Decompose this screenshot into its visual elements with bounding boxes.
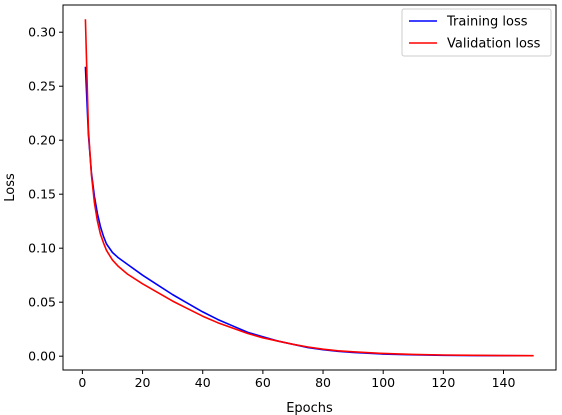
y-axis-title: Loss: [3, 173, 18, 202]
x-tick-label: 0: [78, 375, 86, 390]
y-tick-label: 0.00: [28, 349, 56, 364]
y-tick-label: 0.20: [28, 133, 56, 148]
x-tick-label: 140: [492, 375, 516, 390]
x-tick-label: 60: [255, 375, 271, 390]
x-tick-label: 80: [315, 375, 331, 390]
y-tick-label: 0.05: [28, 295, 56, 310]
x-axis-ticks: 0 20 40 60 80 100 120 140: [78, 370, 515, 390]
series-lines: [84, 19, 534, 357]
legend: Training loss Validation loss: [401, 8, 552, 57]
x-tick-label: 100: [371, 375, 395, 390]
y-tick-label: 0.25: [28, 79, 56, 94]
x-tick-label: 40: [195, 375, 211, 390]
training-loss-line: [84, 66, 534, 357]
legend-label-training: Training loss: [446, 15, 528, 30]
x-axis-title: Epochs: [286, 401, 333, 415]
y-tick-label: 0.30: [28, 25, 56, 40]
legend-box: [401, 8, 552, 57]
y-tick-label: 0.15: [28, 187, 56, 202]
x-tick-label: 120: [431, 375, 455, 390]
y-tick-label: 0.10: [28, 241, 56, 256]
validation-loss-line: [84, 19, 534, 357]
plot-frame: [62, 4, 557, 371]
x-tick-label: 20: [135, 375, 151, 390]
legend-label-validation: Validation loss: [447, 37, 541, 52]
y-axis-ticks: 0.00 0.05 0.10 0.15 0.20 0.25 0.30: [28, 25, 63, 364]
